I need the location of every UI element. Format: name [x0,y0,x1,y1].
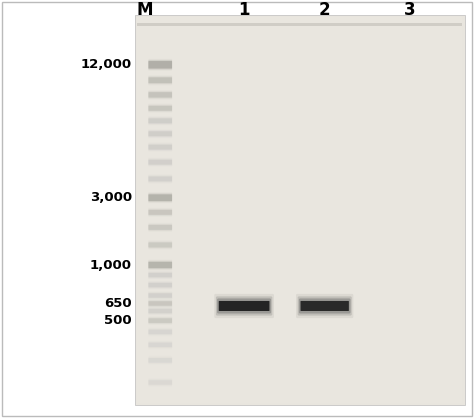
FancyBboxPatch shape [135,15,465,405]
FancyBboxPatch shape [148,106,172,111]
Text: 3: 3 [404,1,416,20]
FancyBboxPatch shape [148,194,172,201]
FancyBboxPatch shape [301,301,349,311]
FancyBboxPatch shape [148,176,172,181]
Text: 1: 1 [238,1,250,20]
FancyBboxPatch shape [148,131,172,136]
Text: 650: 650 [104,297,132,310]
FancyBboxPatch shape [148,76,172,84]
FancyBboxPatch shape [148,301,172,306]
FancyBboxPatch shape [148,224,172,231]
FancyBboxPatch shape [148,176,172,182]
FancyBboxPatch shape [148,91,172,99]
Text: 500: 500 [104,314,132,327]
FancyBboxPatch shape [148,260,172,270]
FancyBboxPatch shape [148,77,172,83]
Text: 12,000: 12,000 [81,58,132,71]
FancyBboxPatch shape [148,358,172,362]
FancyBboxPatch shape [148,282,172,288]
FancyBboxPatch shape [148,117,172,125]
FancyBboxPatch shape [148,242,172,248]
FancyBboxPatch shape [148,118,172,123]
FancyBboxPatch shape [148,283,172,288]
Text: 2: 2 [319,1,330,20]
FancyBboxPatch shape [148,262,172,268]
FancyBboxPatch shape [148,319,172,323]
FancyBboxPatch shape [148,209,172,216]
FancyBboxPatch shape [219,301,269,311]
FancyBboxPatch shape [299,298,350,314]
FancyBboxPatch shape [148,293,172,298]
FancyBboxPatch shape [148,225,172,230]
FancyBboxPatch shape [148,105,172,112]
FancyBboxPatch shape [148,300,172,307]
FancyBboxPatch shape [148,143,172,150]
FancyBboxPatch shape [148,308,172,314]
FancyBboxPatch shape [148,272,172,278]
FancyBboxPatch shape [148,75,172,85]
FancyBboxPatch shape [148,292,172,299]
FancyBboxPatch shape [148,59,172,71]
FancyBboxPatch shape [148,158,172,166]
FancyBboxPatch shape [296,294,353,318]
FancyBboxPatch shape [148,317,172,324]
FancyBboxPatch shape [148,193,172,202]
Text: M: M [137,1,153,20]
FancyBboxPatch shape [148,329,172,335]
FancyBboxPatch shape [148,61,172,69]
FancyBboxPatch shape [148,130,172,137]
FancyBboxPatch shape [298,296,352,316]
FancyBboxPatch shape [148,343,172,347]
FancyBboxPatch shape [148,273,172,278]
FancyBboxPatch shape [137,17,462,403]
FancyBboxPatch shape [148,308,172,314]
FancyBboxPatch shape [148,261,172,269]
FancyBboxPatch shape [148,242,172,247]
FancyBboxPatch shape [217,298,271,314]
FancyBboxPatch shape [148,379,172,386]
FancyBboxPatch shape [148,160,172,165]
FancyBboxPatch shape [148,210,172,215]
FancyBboxPatch shape [148,145,172,150]
FancyBboxPatch shape [148,329,172,334]
FancyBboxPatch shape [216,296,272,316]
FancyBboxPatch shape [214,294,274,318]
FancyBboxPatch shape [148,357,172,364]
FancyBboxPatch shape [148,380,172,385]
FancyBboxPatch shape [148,92,172,97]
FancyBboxPatch shape [148,192,172,203]
FancyBboxPatch shape [148,60,172,69]
Text: 3,000: 3,000 [90,191,132,204]
FancyBboxPatch shape [148,342,172,348]
FancyBboxPatch shape [137,23,462,26]
Text: 1,000: 1,000 [90,258,132,272]
